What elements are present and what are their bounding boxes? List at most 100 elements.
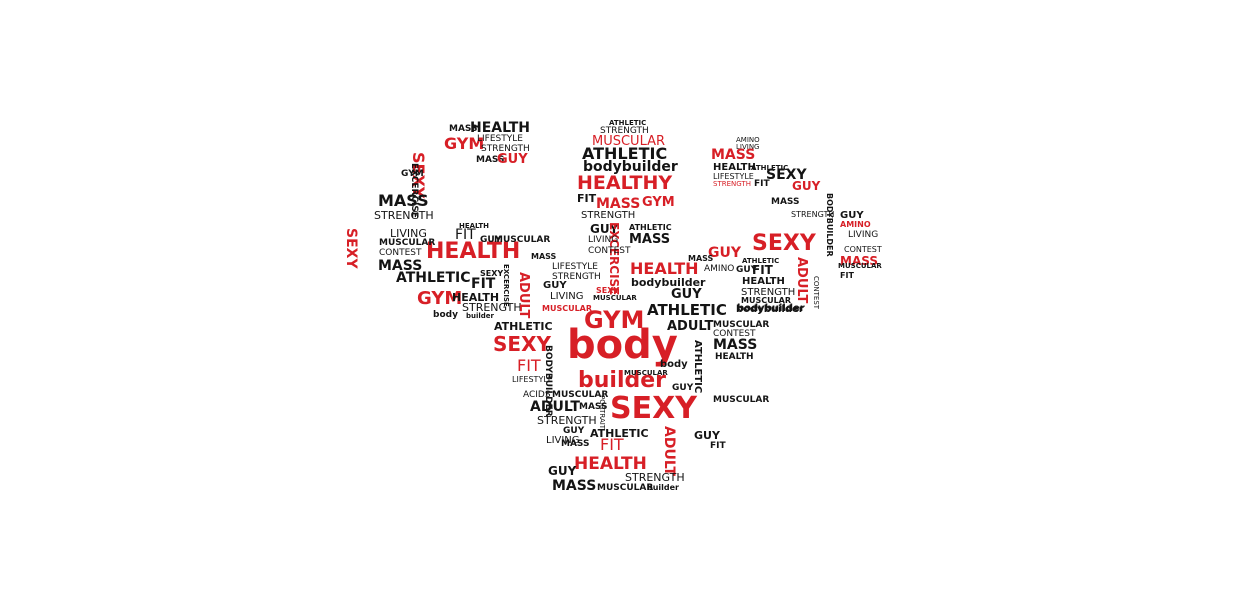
word-builder: builder: [466, 312, 495, 320]
word-builder: builder: [578, 368, 667, 393]
word-living: LIVING: [546, 435, 580, 446]
word-strength: STRENGTH: [791, 210, 835, 219]
word-sexy: SEXY: [610, 391, 697, 426]
word-portrait: PORTRAIT: [598, 395, 606, 430]
word-guy: GUY: [694, 429, 720, 442]
word-guy: GUY: [548, 464, 577, 478]
word-muscular: MUSCULAR: [542, 304, 593, 313]
word-health: HEALTH: [630, 259, 699, 278]
word-fit: FIT: [840, 271, 854, 280]
word-bodybuilder: bodybuilder: [737, 303, 805, 314]
word-adult: ADULT: [661, 426, 677, 476]
word-contest: CONTEST: [588, 246, 631, 256]
word-muscular: MUSCULAR: [379, 238, 436, 248]
word-guy: GUY: [671, 287, 702, 302]
word-guy: GUY: [480, 235, 502, 245]
word-sexy: SEXY: [752, 231, 816, 256]
word-health: HEALTH: [426, 239, 521, 264]
word-living: LIVING: [588, 235, 619, 245]
word-sexy: SEXY: [493, 332, 551, 356]
word-athletic: ATHLETIC: [396, 270, 471, 286]
word-contest: CONTEST: [713, 329, 756, 339]
word-mass: MASS: [449, 124, 478, 134]
word-contest: CONTEST: [812, 276, 820, 310]
word-fit: FIT: [600, 435, 624, 454]
word-strength: STRENGTH: [537, 414, 597, 427]
word-adult: ADULT: [516, 272, 531, 319]
word-fit: FIT: [471, 276, 496, 292]
word-gym: GYM: [642, 195, 675, 210]
word-guy: GUY: [563, 426, 585, 436]
word-strength: STRENGTH: [600, 126, 649, 136]
word-health: HEALTH: [742, 276, 785, 287]
word-guy: GUY: [672, 383, 694, 393]
word-body: body: [567, 322, 678, 368]
word-bodybuilder: BODYBUILDER: [543, 345, 553, 417]
word-muscular: MUSCULAR: [713, 395, 770, 405]
word-mass: MASS: [378, 191, 429, 210]
word-guy: GUY: [736, 265, 758, 275]
word-sexy: SEXY: [480, 269, 504, 278]
word-fit: FIT: [710, 441, 726, 451]
word-mass: MASS: [711, 147, 756, 163]
word-adult: ADULT: [667, 319, 714, 334]
word-mass: MASS: [771, 197, 800, 207]
word-contest: CONTEST: [844, 245, 882, 254]
word-athletic: ATHLETIC: [609, 119, 647, 127]
word-muscular: MUSCULAR: [592, 134, 666, 149]
word-health: HEALTH: [715, 352, 754, 362]
word-lifestyle: LIFESTYLE: [552, 262, 598, 272]
word-amino: AMINO: [736, 136, 760, 144]
word-health: HEALTH: [459, 222, 489, 230]
word-athletic: ATHLETIC: [629, 223, 672, 232]
word-strength: STRENGTH: [374, 209, 434, 222]
word-strength: STRENGTH: [462, 301, 522, 314]
word-bodybuilder: bodybuilder: [736, 304, 804, 315]
word-guy: GUY: [792, 179, 821, 193]
word-fit: FIT: [754, 179, 770, 189]
word-living: LIVING: [848, 230, 879, 240]
word-bodybuilder: bodybuilder: [631, 276, 706, 289]
word-muscular: MUSCULAR: [713, 320, 770, 330]
word-mass: MASS: [629, 232, 671, 247]
word-mass: MASS: [596, 196, 641, 212]
word-muscular: MUSCULAR: [838, 262, 882, 270]
word-athletic: ATHLETIC: [590, 427, 649, 440]
word-amino: AMINO: [840, 220, 871, 229]
word-adult: ADULT: [794, 257, 809, 304]
word-gym: GYM: [417, 288, 463, 309]
word-muscular: MUSCULAR: [593, 294, 637, 302]
word-builder: builder: [647, 483, 680, 492]
word-sexy: SEXY: [596, 286, 620, 295]
word-sexy: SEXY: [343, 228, 359, 269]
word-mass: MASS: [552, 478, 597, 494]
word-muscular: MUSCULAR: [624, 369, 668, 377]
word-health: HEALTH: [470, 120, 530, 136]
word-athletic: ATHLETIC: [742, 257, 780, 265]
word-contest: CONTEST: [379, 248, 422, 258]
word-strength: STRENGTH: [713, 180, 751, 188]
word-amino: AMINO: [704, 264, 735, 274]
word-guy: GUY: [708, 245, 741, 261]
word-mass: MASS: [713, 337, 758, 353]
word-mass: MASS: [531, 252, 557, 261]
word-health: HEALTH: [452, 291, 500, 304]
word-excercise: EXCERCISE: [502, 264, 510, 307]
word-living: LIVING: [550, 291, 584, 302]
word-muscular: MUSCULAR: [597, 483, 654, 493]
word-living: LIVING: [736, 143, 760, 151]
word-body: body: [433, 310, 458, 320]
word-fit: FIT: [577, 192, 597, 205]
word-adult: ADULT: [530, 399, 580, 415]
word-strength: STRENGTH: [552, 272, 601, 282]
word-bodybuilder: BODYBUILDER: [825, 193, 834, 257]
word-mass: MASS: [688, 254, 714, 263]
word-guy: GUY: [497, 152, 528, 167]
word-excercise: EXCERCISE: [607, 222, 621, 296]
word-mass: MASS: [579, 402, 608, 412]
word-athletic: ATHLETIC: [647, 301, 727, 319]
word-mass: MASS: [476, 155, 505, 165]
word-muscular: MUSCULAR: [552, 390, 609, 400]
word-fit: FIT: [455, 227, 476, 243]
